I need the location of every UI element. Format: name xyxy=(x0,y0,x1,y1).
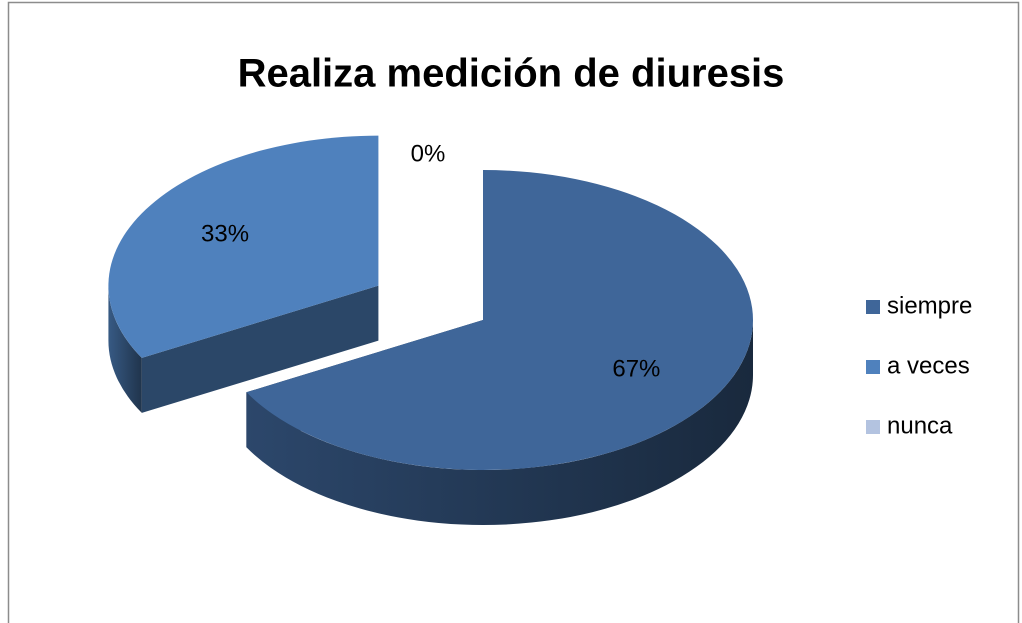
legend-label: nunca xyxy=(887,412,953,439)
legend-swatch xyxy=(866,300,880,314)
data-label: 0% xyxy=(411,140,446,167)
legend-swatch xyxy=(866,360,880,374)
data-label: 33% xyxy=(201,221,249,248)
slice-group xyxy=(108,135,379,413)
data-label: 67% xyxy=(612,356,660,383)
slice-side xyxy=(246,320,753,526)
pie-slice xyxy=(108,135,379,358)
legend-label: a veces xyxy=(887,352,970,379)
legend-label: siempre xyxy=(887,292,972,319)
chart-title: Realiza medición de diuresis xyxy=(238,52,785,96)
slice-group xyxy=(246,170,753,526)
pie-slice xyxy=(246,170,753,470)
slice-side xyxy=(108,285,142,413)
legend-swatch xyxy=(866,420,880,434)
slice-wall xyxy=(141,285,379,413)
